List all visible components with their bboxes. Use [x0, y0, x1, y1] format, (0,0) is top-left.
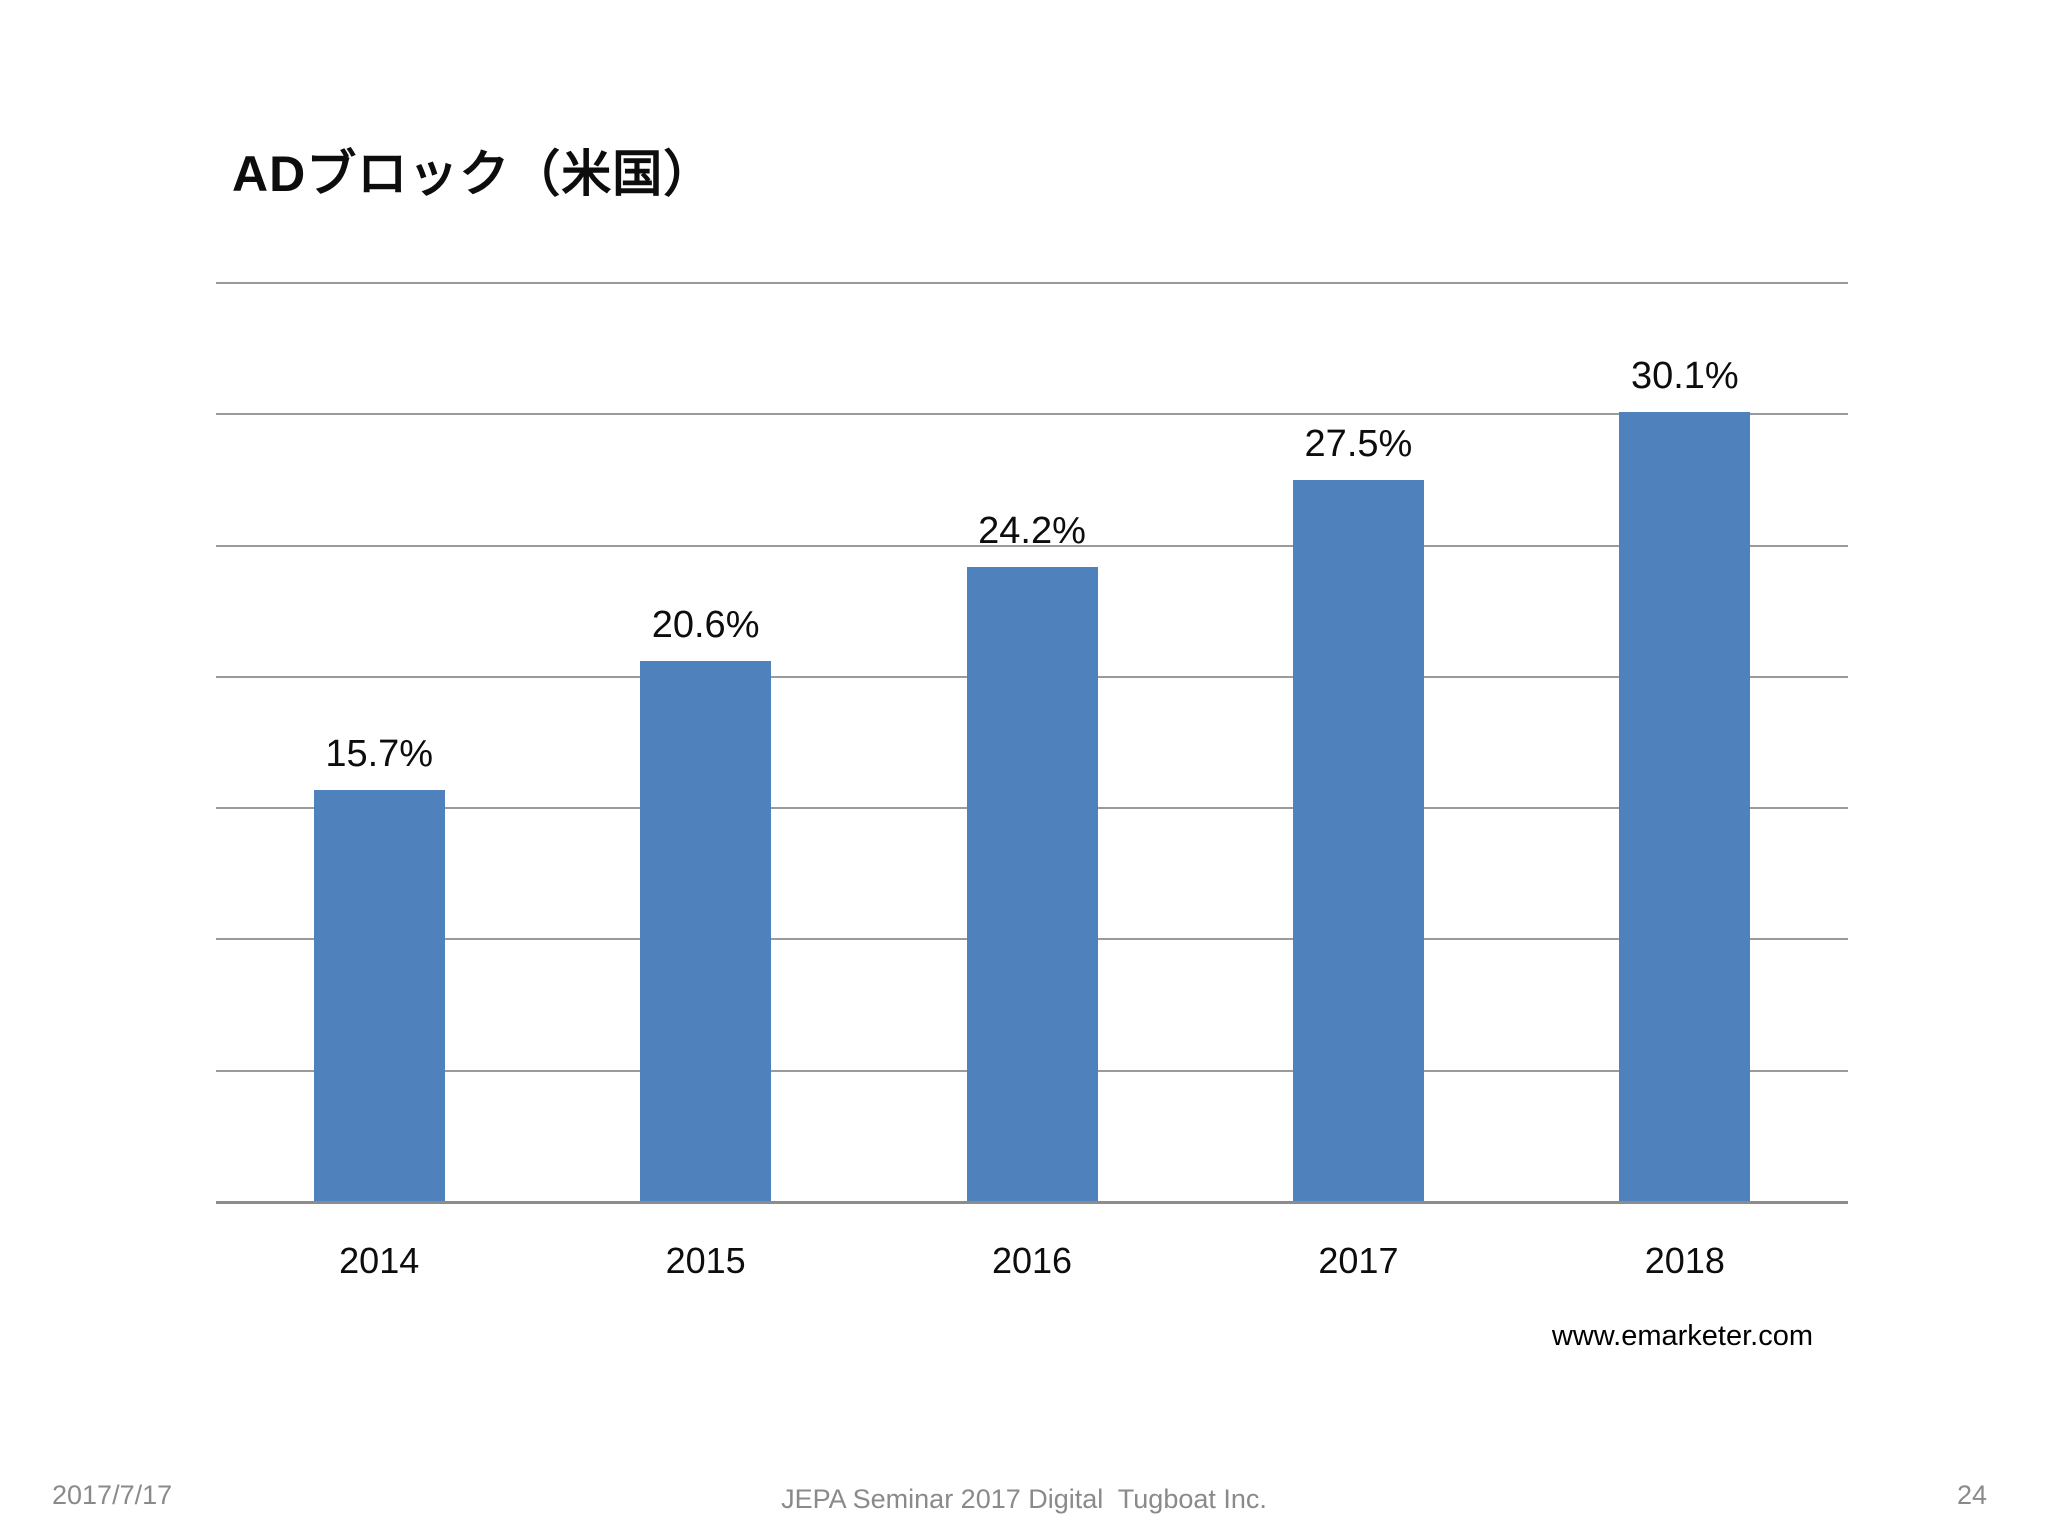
bar-value-label-2014: 15.7% [325, 732, 434, 775]
x-axis-line [216, 1201, 1848, 1204]
footer-page-number: 24 [1956, 1480, 1987, 1510]
source-attribution: www.emarketer.com [1551, 1320, 1813, 1352]
bar-chart-plot-area: 15.7% 20.6% 24.2% 27.5% 30.1% 2014 2015 2016 20… [216, 282, 1848, 1281]
footer-seminar-credit: JEPA Seminar 2017 Digital Tugboat Inc. [781, 1484, 1267, 1514]
bar-value-label-2017: 27.5% [1304, 422, 1413, 465]
slide-title: ADブロック（米国） [232, 146, 715, 202]
bar-2014 [313, 789, 445, 1202]
x-axis-label-2017: 2017 [1318, 1240, 1399, 1281]
x-axis-label-2014: 2014 [339, 1240, 420, 1281]
bar-2015 [640, 661, 772, 1202]
bar-2016 [966, 566, 1098, 1202]
bar-value-label-2015: 20.6% [651, 604, 760, 647]
bar-slot-2016: 24.2% [869, 283, 1195, 1202]
bar-value-label-2018: 30.1% [1630, 354, 1739, 397]
bar-series: 15.7% 20.6% 24.2% 27.5% 30.1% [216, 283, 1848, 1202]
gridline-30pct [216, 413, 1848, 416]
bar-slot-2018: 30.1% [1522, 283, 1848, 1202]
x-axis-label-2018: 2018 [1644, 1240, 1725, 1281]
bar-slot-2014: 15.7% [216, 283, 542, 1202]
x-axis-labels: 2014 2015 2016 2017 2018 [216, 1240, 1848, 1282]
x-axis-label-2015: 2015 [665, 1240, 746, 1281]
bar-2017 [1292, 479, 1424, 1202]
gridline-35pct [216, 282, 1848, 284]
gridline-25pct [216, 544, 1848, 547]
x-axis-label-2016: 2016 [991, 1240, 1073, 1281]
bar-2018 [1619, 411, 1751, 1202]
bar-slot-2017: 27.5% [1195, 283, 1521, 1202]
bar-slot-2015: 20.6% [542, 283, 868, 1202]
footer-date: 2017/7/17 [52, 1480, 173, 1510]
bar-value-label-2016: 24.2% [978, 509, 1086, 552]
